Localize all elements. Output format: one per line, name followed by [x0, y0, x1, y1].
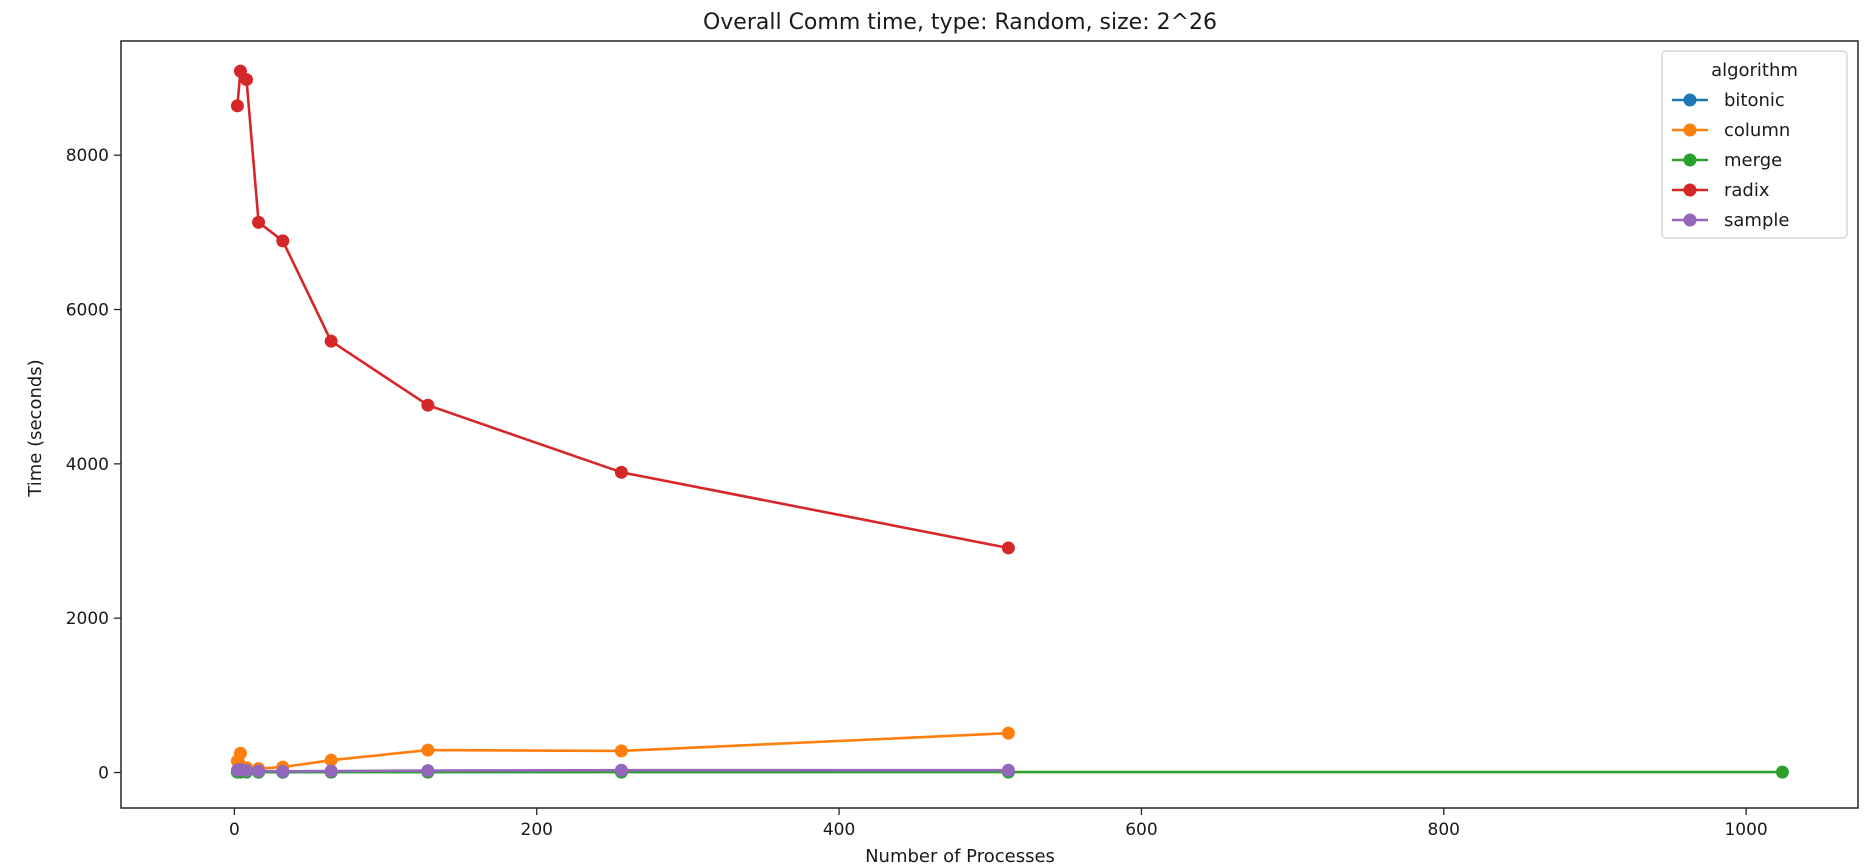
- legend-item-bitonic: bitonic: [1672, 90, 1785, 111]
- radix-point: [252, 215, 266, 229]
- legend-box: [1661, 50, 1848, 239]
- legend: algorithm bitonic column merge radix sample: [1661, 50, 1848, 239]
- radix-point: [276, 234, 290, 248]
- y-tick-label: 8000: [66, 146, 109, 166]
- plot-frame: [120, 40, 1859, 809]
- legend-swatch-marker: [1683, 153, 1697, 167]
- x-tick-label: 800: [1428, 820, 1460, 840]
- x-tick-label: 1000: [1724, 820, 1767, 840]
- y-tick-label: 4000: [66, 455, 109, 475]
- x-tick-label: 600: [1125, 820, 1157, 840]
- legend-item-column: column: [1672, 120, 1790, 141]
- legend-swatch-marker: [1683, 93, 1697, 107]
- sample-point: [614, 763, 628, 777]
- merge-point: [1775, 765, 1789, 779]
- series-layer: [230, 64, 1789, 779]
- sample-point: [421, 764, 435, 778]
- x-axis-label: Number of Processes: [865, 846, 1055, 867]
- radix-point: [230, 99, 244, 113]
- sample-point: [324, 764, 338, 778]
- legend-item-radix: radix: [1672, 180, 1770, 201]
- legend-label: column: [1724, 120, 1790, 141]
- legend-item-sample: sample: [1672, 210, 1789, 231]
- legend-label: sample: [1724, 210, 1789, 231]
- column-point: [324, 753, 338, 767]
- y-tick-label: 2000: [66, 609, 109, 629]
- legend-swatch-marker: [1683, 183, 1697, 197]
- radix-point: [614, 465, 628, 479]
- series-sample: [230, 762, 1015, 778]
- y-tick-label: 6000: [66, 301, 109, 321]
- column-point: [1001, 726, 1015, 740]
- legend-swatch-marker: [1683, 123, 1697, 137]
- x-tick-label: 200: [521, 820, 553, 840]
- series-radix: [230, 64, 1015, 555]
- legend-item-merge: merge: [1672, 150, 1782, 171]
- y-axis: 0 2000 4000 6000 8000: [66, 146, 121, 784]
- y-axis-label: Time (seconds): [25, 359, 46, 497]
- sample-point: [276, 764, 290, 778]
- column-point: [614, 744, 628, 758]
- column-point: [421, 743, 435, 757]
- sample-point: [1001, 763, 1015, 777]
- legend-label: radix: [1724, 180, 1770, 201]
- legend-swatch-marker: [1683, 213, 1697, 227]
- radix-point: [1001, 541, 1015, 555]
- column-point: [233, 746, 247, 760]
- radix-point: [239, 73, 253, 87]
- radix-point: [421, 398, 435, 412]
- legend-label: bitonic: [1724, 90, 1785, 111]
- radix-point: [324, 334, 338, 348]
- sample-point: [252, 764, 266, 778]
- legend-title: algorithm: [1711, 60, 1798, 81]
- chart-title: Overall Comm time, type: Random, size: 2…: [703, 10, 1217, 35]
- legend-label: merge: [1724, 150, 1782, 171]
- x-tick-label: 0: [229, 820, 240, 840]
- x-axis: 0 200 400 600 800 1000: [229, 808, 1768, 840]
- y-tick-label: 0: [98, 764, 109, 784]
- sample-point: [239, 764, 253, 778]
- x-tick-label: 400: [823, 820, 855, 840]
